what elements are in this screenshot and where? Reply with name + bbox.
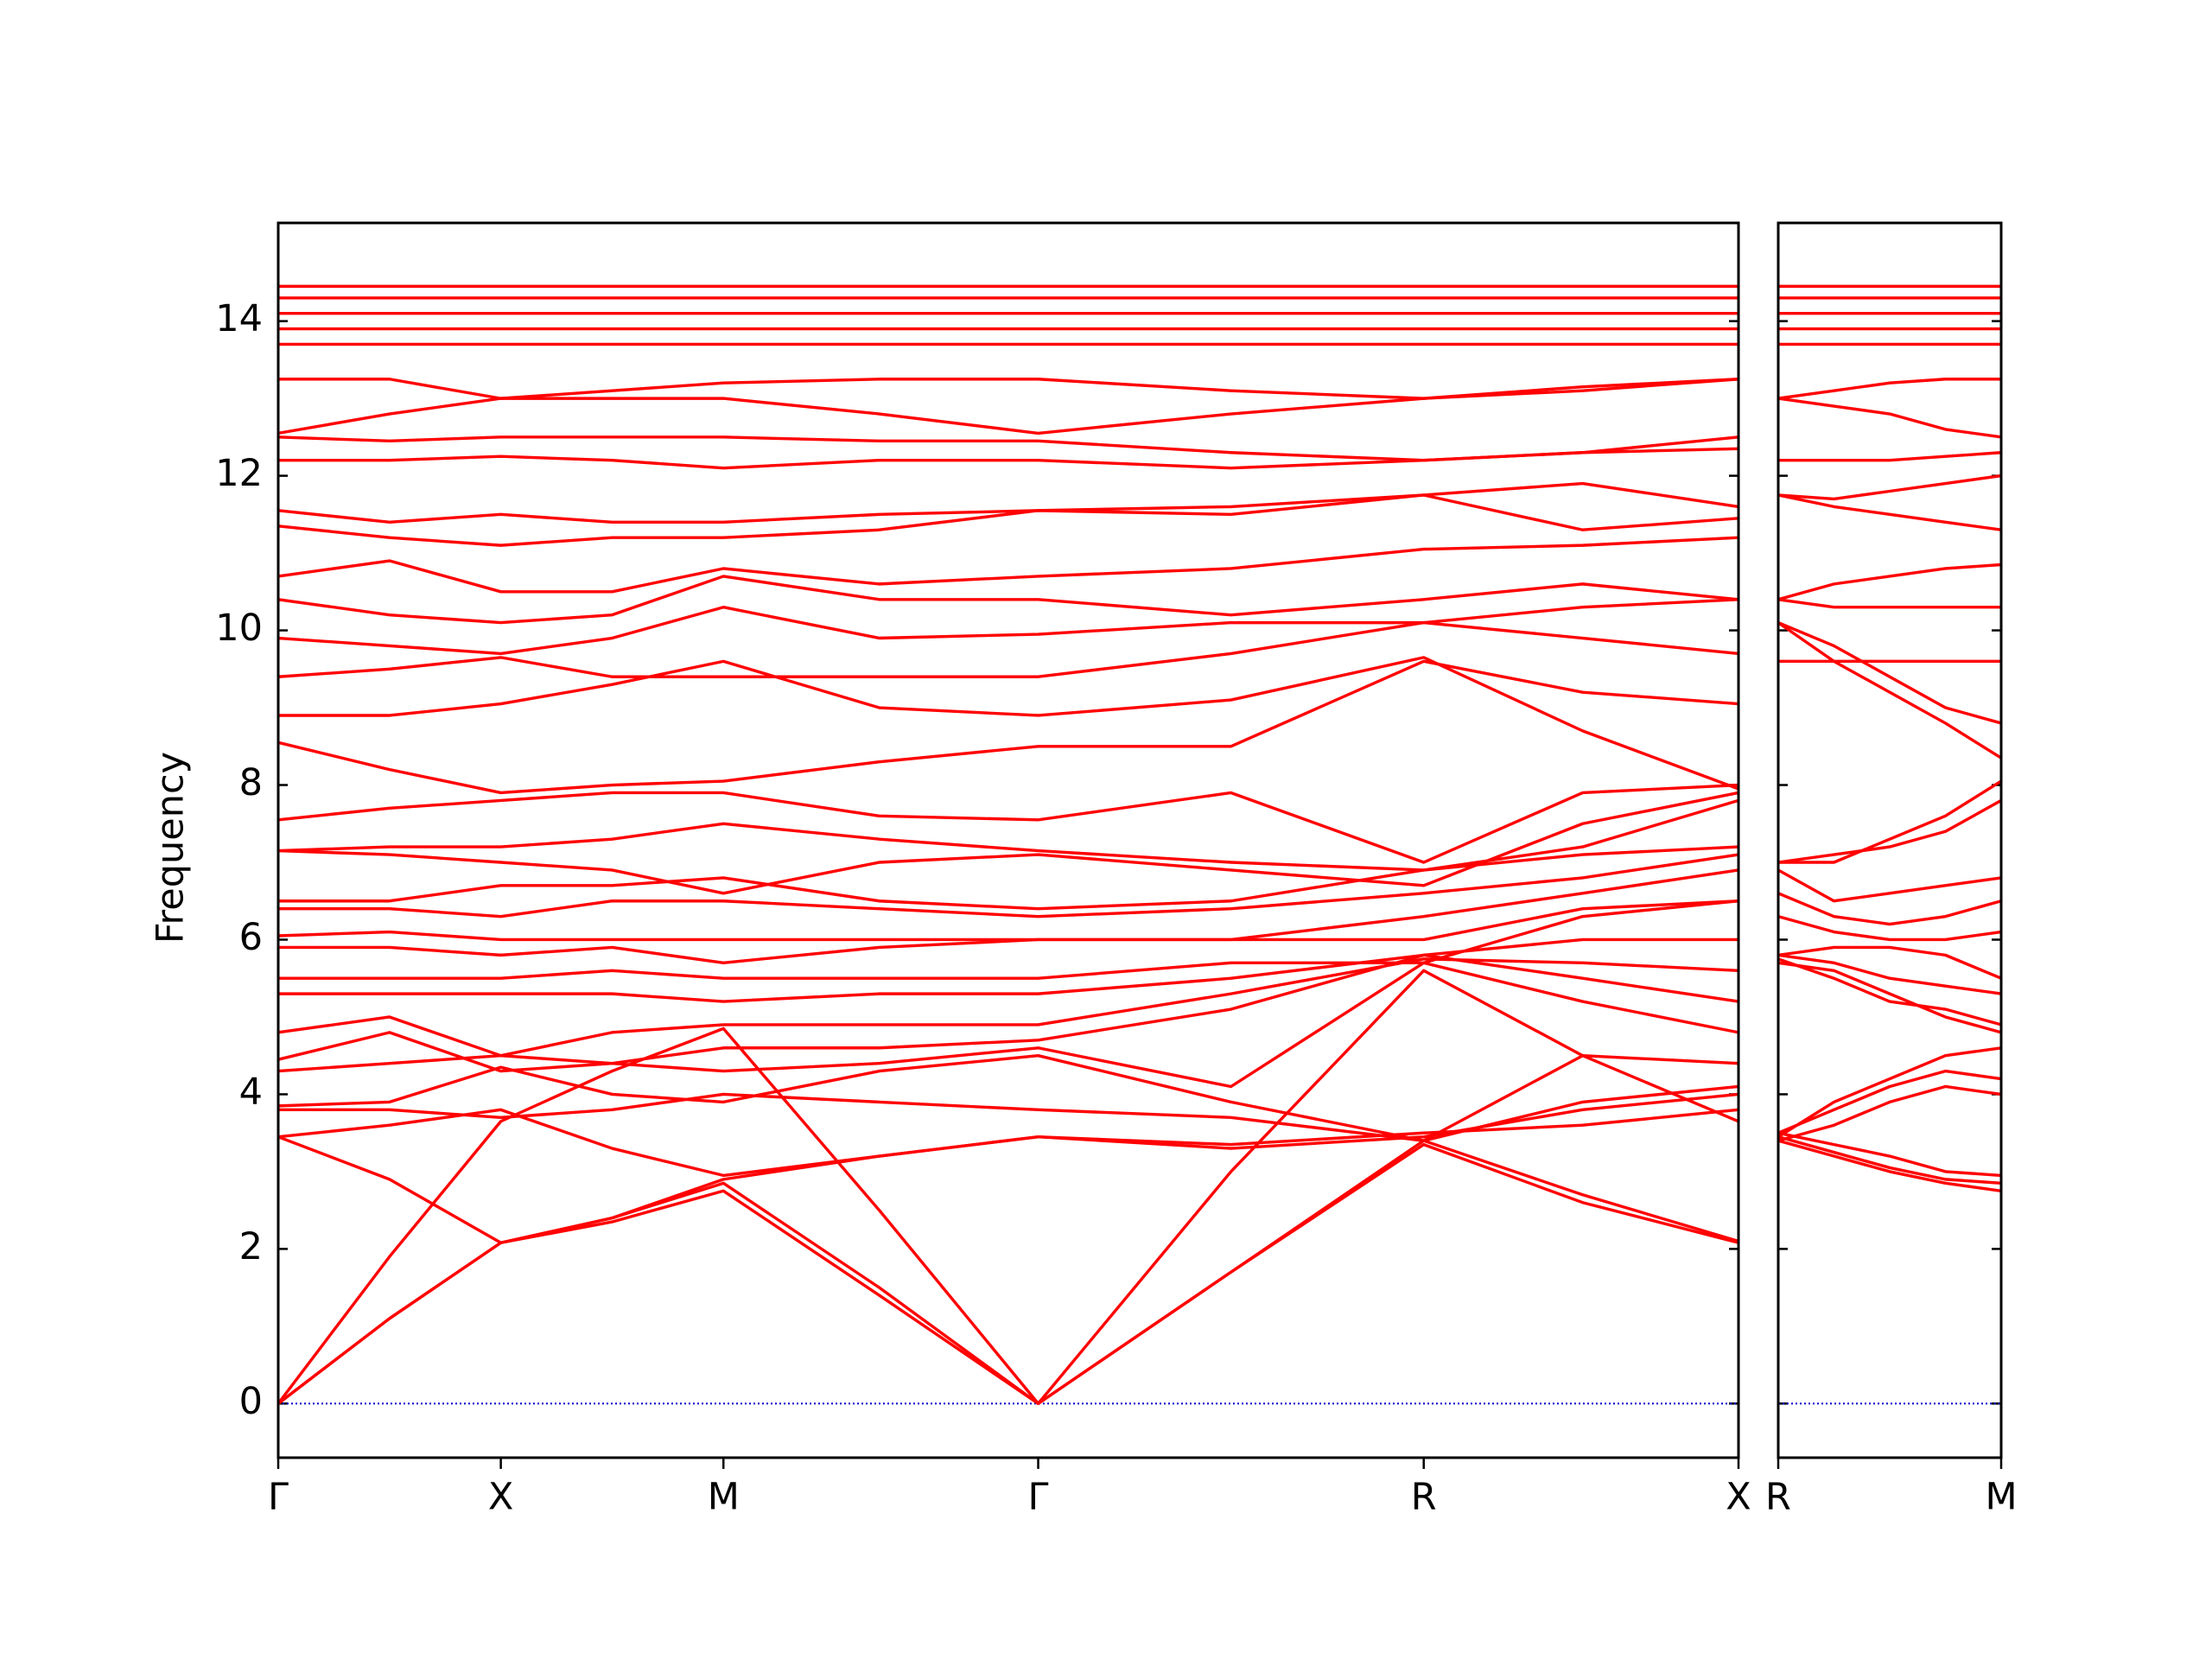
band-line: [1777, 563, 2002, 601]
band-line: [277, 822, 1739, 872]
x-tick-label: X: [488, 1476, 513, 1519]
band-line: [278, 938, 1738, 1003]
y-tick-label: 14: [215, 297, 263, 340]
band-line: [1777, 798, 2002, 864]
band-line: [277, 598, 1739, 656]
band-line: [277, 620, 1739, 678]
x-tick-label: Γ: [1028, 1476, 1049, 1519]
band-line: [276, 1142, 1739, 1406]
band-line: [1777, 1131, 2002, 1178]
band-line: [277, 791, 1739, 895]
band-line: [1777, 868, 2002, 903]
band-line: [277, 953, 1739, 1073]
band-line: [278, 447, 1739, 470]
band-line: [277, 435, 1739, 462]
band-line: [1778, 451, 2002, 462]
x-tick-label: M: [1985, 1476, 2017, 1519]
y-tick-label: 8: [239, 761, 263, 804]
band-line: [1777, 1069, 2002, 1135]
band-line: [1778, 779, 2002, 864]
band-line: [1777, 957, 2002, 1027]
plot-frame: [276, 221, 1740, 1459]
band-line: [278, 899, 1739, 965]
band-line: [277, 659, 1739, 795]
band-line: [277, 1054, 1739, 1142]
band-line: [1777, 397, 2002, 439]
band-line: [1777, 1135, 2002, 1185]
band-line: [1777, 1139, 2002, 1192]
band-line: [1777, 1046, 2002, 1139]
band-line: [278, 378, 1739, 400]
band-line: [277, 536, 1739, 594]
band-line: [277, 957, 1739, 1058]
x-tick-label: M: [708, 1476, 740, 1519]
band-line: [278, 899, 1739, 980]
band-line: [276, 969, 1739, 1406]
y-tick-label: 2: [239, 1225, 263, 1268]
band-line: [278, 798, 1739, 911]
y-axis-label: Frequency: [149, 752, 193, 944]
band-line: [277, 378, 1739, 435]
y-tick-label: 12: [215, 452, 263, 495]
band-line: [1777, 598, 2001, 609]
x-tick-label: R: [1765, 1476, 1791, 1519]
x-tick-label: R: [1411, 1476, 1437, 1519]
band-line: [277, 481, 1739, 524]
band-line: [278, 1084, 1739, 1142]
band-line: [1777, 621, 2002, 725]
band-line: [1777, 1084, 2002, 1142]
band-line: [277, 868, 1739, 942]
plot-frame: [1777, 221, 2003, 1459]
band-line: [277, 493, 1739, 547]
band-line: [278, 656, 1739, 791]
band-line: [1777, 378, 2001, 400]
band-line: [1777, 892, 2002, 926]
band-line: [1777, 621, 2002, 760]
band-line: [1777, 961, 2002, 1034]
band-line: [1777, 945, 2002, 980]
x-tick-label: Γ: [268, 1476, 289, 1519]
y-tick-label: 6: [239, 916, 263, 959]
y-tick-label: 4: [239, 1071, 263, 1114]
y-tick-label: 0: [239, 1380, 263, 1423]
band-line: [277, 783, 1739, 864]
band-line: [276, 1139, 1739, 1406]
band-line: [1777, 493, 2002, 531]
x-tick-label: X: [1726, 1476, 1751, 1519]
band-line: [1777, 953, 2002, 995]
band-line: [278, 853, 1739, 918]
band-line: [1777, 474, 2002, 501]
band-line: [277, 575, 1739, 625]
y-tick-label: 10: [215, 607, 263, 650]
band-line: [1777, 914, 2002, 942]
